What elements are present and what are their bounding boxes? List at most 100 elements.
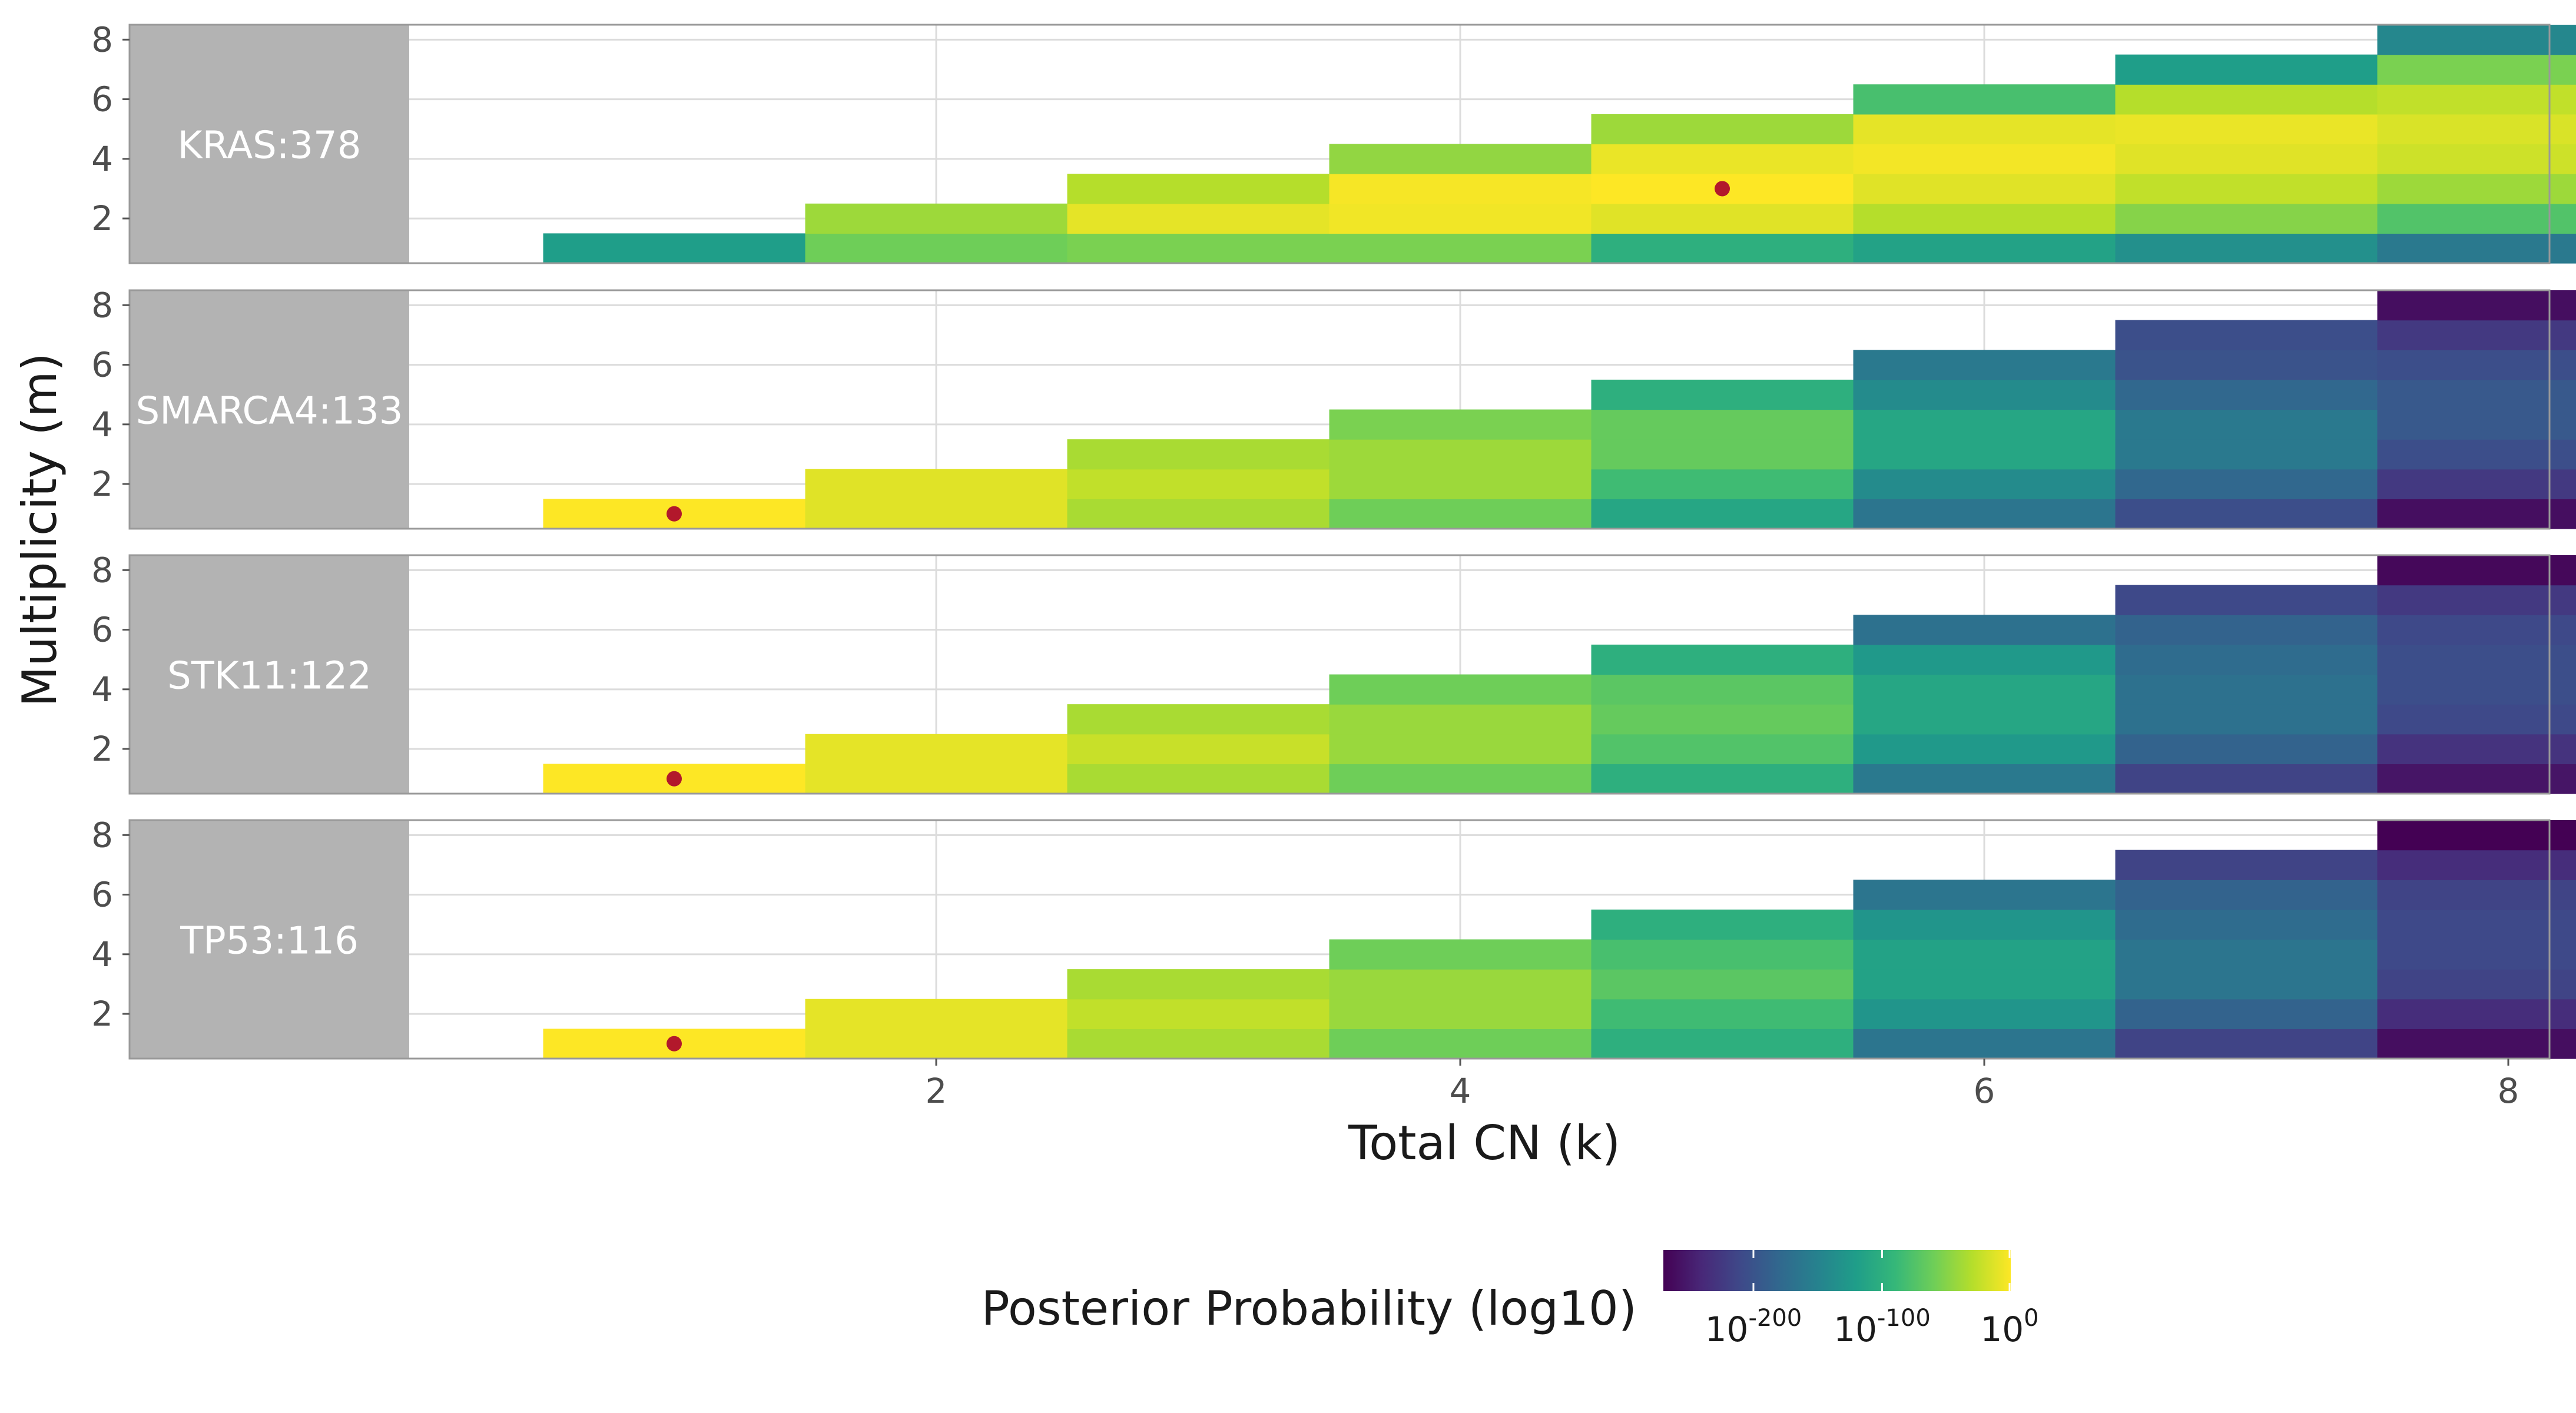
heatmap-cell bbox=[2377, 880, 2576, 910]
heatmap-cell bbox=[1067, 704, 1330, 735]
heatmap-cell bbox=[2377, 820, 2576, 851]
heatmap-cell bbox=[1329, 969, 1592, 1000]
heatmap-cell bbox=[1853, 203, 2116, 234]
heatmap-cell bbox=[1591, 439, 1854, 470]
y-tick-label: 2 bbox=[91, 994, 113, 1034]
heatmap-cell bbox=[543, 233, 806, 264]
heatmap-cell bbox=[1067, 469, 1330, 499]
heatmap-cell bbox=[1329, 174, 1592, 204]
heatmap-cell bbox=[2115, 850, 2378, 880]
heatmap-cell bbox=[2377, 54, 2576, 85]
heatmap-cell bbox=[2377, 999, 2576, 1029]
heatmap-cell bbox=[1853, 233, 2116, 264]
heatmap-cell bbox=[2377, 674, 2576, 705]
heatmap-cell bbox=[1853, 499, 2116, 529]
heatmap-cell bbox=[2115, 939, 2378, 970]
heatmap-cell bbox=[1591, 203, 1854, 234]
facet-panel: TP53:116 2 4 6 8 bbox=[91, 815, 2576, 1060]
heatmap-cell bbox=[1853, 469, 2116, 499]
heatmap-cell bbox=[2377, 203, 2576, 234]
panel-border bbox=[128, 289, 2551, 530]
heatmap-cell bbox=[2115, 114, 2378, 145]
heatmap-cell bbox=[2377, 439, 2576, 470]
y-tick-label: 8 bbox=[91, 550, 113, 590]
heatmap-cell bbox=[1329, 674, 1592, 705]
facet-strip bbox=[130, 820, 409, 1059]
heatmap-cell bbox=[1591, 644, 1854, 675]
heatmap-cell bbox=[2115, 999, 2378, 1029]
heatmap-cell bbox=[1591, 939, 1854, 970]
y-tick-label: 2 bbox=[91, 464, 113, 504]
heatmap-cell bbox=[1329, 1029, 1592, 1059]
legend-tick-label: 100 bbox=[1980, 1305, 2038, 1349]
heatmap-cell bbox=[1067, 233, 1330, 264]
legend-tick-label: 10-200 bbox=[1705, 1305, 1802, 1349]
heatmap-cell bbox=[1853, 174, 2116, 204]
heatmap-cell bbox=[2377, 174, 2576, 204]
heatmap-cell bbox=[2377, 409, 2576, 440]
heatmap-cell bbox=[2377, 114, 2576, 145]
y-tick-label: 6 bbox=[91, 610, 113, 650]
heatmap-cell bbox=[1591, 469, 1854, 499]
heatmap-cell bbox=[2115, 409, 2378, 440]
heatmap-cell bbox=[2377, 144, 2576, 174]
heatmap-cell bbox=[2115, 233, 2378, 264]
heatmap-cell bbox=[1591, 999, 1854, 1029]
heatmap-cell bbox=[1853, 999, 2116, 1029]
heatmap-cell bbox=[2115, 644, 2378, 675]
map-estimate-point bbox=[1715, 181, 1730, 197]
heatmap-cell bbox=[1591, 379, 1854, 410]
y-tick-label: 4 bbox=[91, 404, 113, 445]
heatmap-cell bbox=[2377, 555, 2576, 586]
heatmap-cell bbox=[1591, 764, 1854, 794]
heatmap-cell bbox=[2377, 734, 2576, 764]
heatmap-cell bbox=[2377, 290, 2576, 321]
heatmap-cell bbox=[2115, 203, 2378, 234]
y-tick-label: 4 bbox=[91, 139, 113, 179]
heatmap-cell bbox=[1329, 999, 1592, 1029]
heatmap-cell bbox=[805, 233, 1068, 264]
heatmap-cell bbox=[2115, 764, 2378, 794]
heatmap-cell bbox=[2115, 615, 2378, 645]
heatmap-cell bbox=[1853, 84, 2116, 115]
heatmap-cell bbox=[1853, 615, 2116, 645]
heatmap-cell bbox=[2115, 469, 2378, 499]
heatmap-cell bbox=[1329, 764, 1592, 794]
heatmap-cell bbox=[2115, 439, 2378, 470]
heatmap-cell bbox=[1591, 144, 1854, 174]
heatmap-cell bbox=[1067, 734, 1330, 764]
heatmap-cell bbox=[2377, 379, 2576, 410]
heatmap-cell bbox=[2115, 350, 2378, 380]
heatmap-cell bbox=[1067, 764, 1330, 794]
heatmap-cell bbox=[2377, 469, 2576, 499]
heatmap-cell bbox=[1853, 734, 2116, 764]
facet-panels: KRAS:378 2 4 6 8 SMARCA4:133 2 4 6 8 STK11:122 2 4 6 8… bbox=[91, 19, 2576, 1060]
heatmap-cell bbox=[2377, 969, 2576, 1000]
heatmap-cell bbox=[2377, 939, 2576, 970]
heatmap-cell bbox=[2377, 909, 2576, 940]
heatmap-cell bbox=[1853, 880, 2116, 910]
heatmap-cell bbox=[1329, 409, 1592, 440]
heatmap-cell bbox=[2115, 734, 2378, 764]
heatmap-cell bbox=[2377, 350, 2576, 380]
heatmap-cell bbox=[1591, 233, 1854, 264]
heatmap-cell bbox=[2377, 585, 2576, 615]
heatmap-cell bbox=[1329, 144, 1592, 174]
heatmap-cell bbox=[2377, 1029, 2576, 1059]
heatmap-cell bbox=[1067, 203, 1330, 234]
facet-strip-label: STK11:122 bbox=[167, 655, 372, 698]
y-tick-label: 8 bbox=[91, 285, 113, 325]
panel-border bbox=[128, 24, 2551, 264]
y-tick-label: 4 bbox=[91, 669, 113, 709]
heatmap-cell bbox=[1853, 909, 2116, 940]
panel-border bbox=[128, 554, 2551, 795]
heatmap-cell bbox=[2115, 144, 2378, 174]
heatmap-cell bbox=[2115, 379, 2378, 410]
heatmap-cell bbox=[1853, 144, 2116, 174]
heatmap-cell bbox=[1853, 969, 2116, 1000]
facet-strip-label: TP53:116 bbox=[180, 920, 359, 963]
x-tick-label: 2 bbox=[926, 1071, 947, 1111]
heatmap-cell bbox=[1067, 1029, 1330, 1059]
heatmap-cell bbox=[2115, 54, 2378, 85]
x-axis-label: Total CN (k) bbox=[1348, 1116, 1620, 1170]
